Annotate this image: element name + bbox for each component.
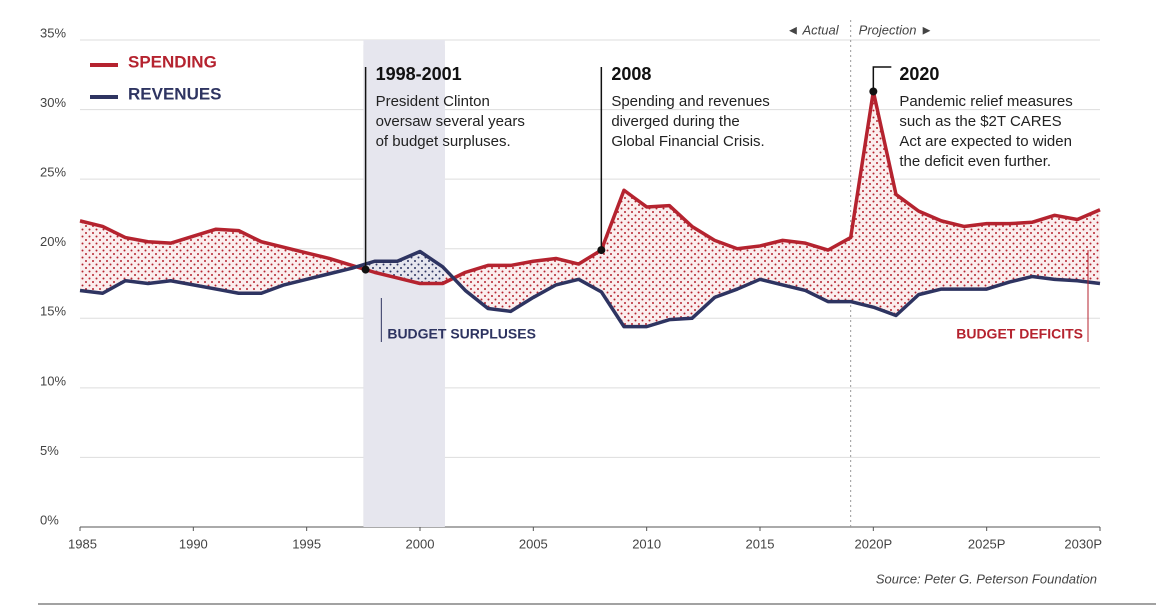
annotation-text: the deficit even further.	[899, 153, 1051, 170]
x-tick-label: 2015	[746, 536, 775, 551]
y-tick-label: 15%	[40, 304, 66, 319]
source: Source: Peter G. Peterson Foundation	[876, 571, 1097, 586]
x-tick-label: 2025P	[968, 536, 1006, 551]
annotation-title: 1998-2001	[376, 64, 462, 84]
annotation-text: Act are expected to widen	[899, 133, 1072, 150]
annotation-title: 2020	[899, 64, 939, 84]
annotation-text: diverged during the	[611, 113, 739, 130]
x-tick-label: 1990	[179, 536, 208, 551]
series-line	[79, 89, 1101, 286]
x-tick-label: 2000	[406, 536, 435, 551]
annotation-point	[597, 246, 606, 255]
annotation-text: Global Financial Crisis.	[611, 133, 764, 150]
deficit-area	[80, 91, 1100, 327]
annotation-text: such as the $2T CARES	[899, 113, 1061, 130]
projection-label: Projection ►	[859, 22, 933, 37]
deficit-label: BUDGET DEFICITS	[956, 326, 1083, 342]
series-line	[79, 249, 1101, 329]
surplus-area	[363, 251, 445, 284]
y-tick-label: 10%	[40, 373, 66, 388]
surplus-label: BUDGET SURPLUSES	[387, 326, 536, 342]
legend-label: REVENUES	[128, 84, 222, 103]
actual-label: ◄ Actual	[787, 22, 840, 37]
annotation-point	[869, 87, 878, 96]
x-tick-label: 2005	[519, 536, 548, 551]
y-tick-label: 25%	[40, 165, 66, 180]
y-tick-label: 35%	[40, 25, 66, 40]
x-tick-label: 2010	[632, 536, 661, 551]
annotation-point	[361, 265, 370, 274]
y-tick-label: 5%	[40, 443, 59, 458]
x-tick-label: 2030P	[1064, 536, 1102, 551]
annotation-text: Pandemic relief measures	[899, 93, 1072, 110]
y-tick-label: 20%	[40, 234, 66, 249]
annotation-title: 2008	[611, 64, 651, 84]
y-tick-label: 0%	[40, 512, 59, 527]
x-tick-label: 2020P	[855, 536, 893, 551]
x-tick-label: 1985	[68, 536, 97, 551]
legend-label: SPENDING	[128, 52, 217, 71]
annotation-text: President Clinton	[376, 93, 490, 110]
annotation-leader	[872, 66, 892, 92]
annotation-text: Spending and revenues	[611, 93, 769, 110]
annotation-text: of budget surpluses.	[376, 133, 511, 150]
y-tick-label: 30%	[40, 95, 66, 110]
annotation-text: oversaw several years	[376, 113, 525, 130]
x-tick-label: 1995	[292, 536, 321, 551]
